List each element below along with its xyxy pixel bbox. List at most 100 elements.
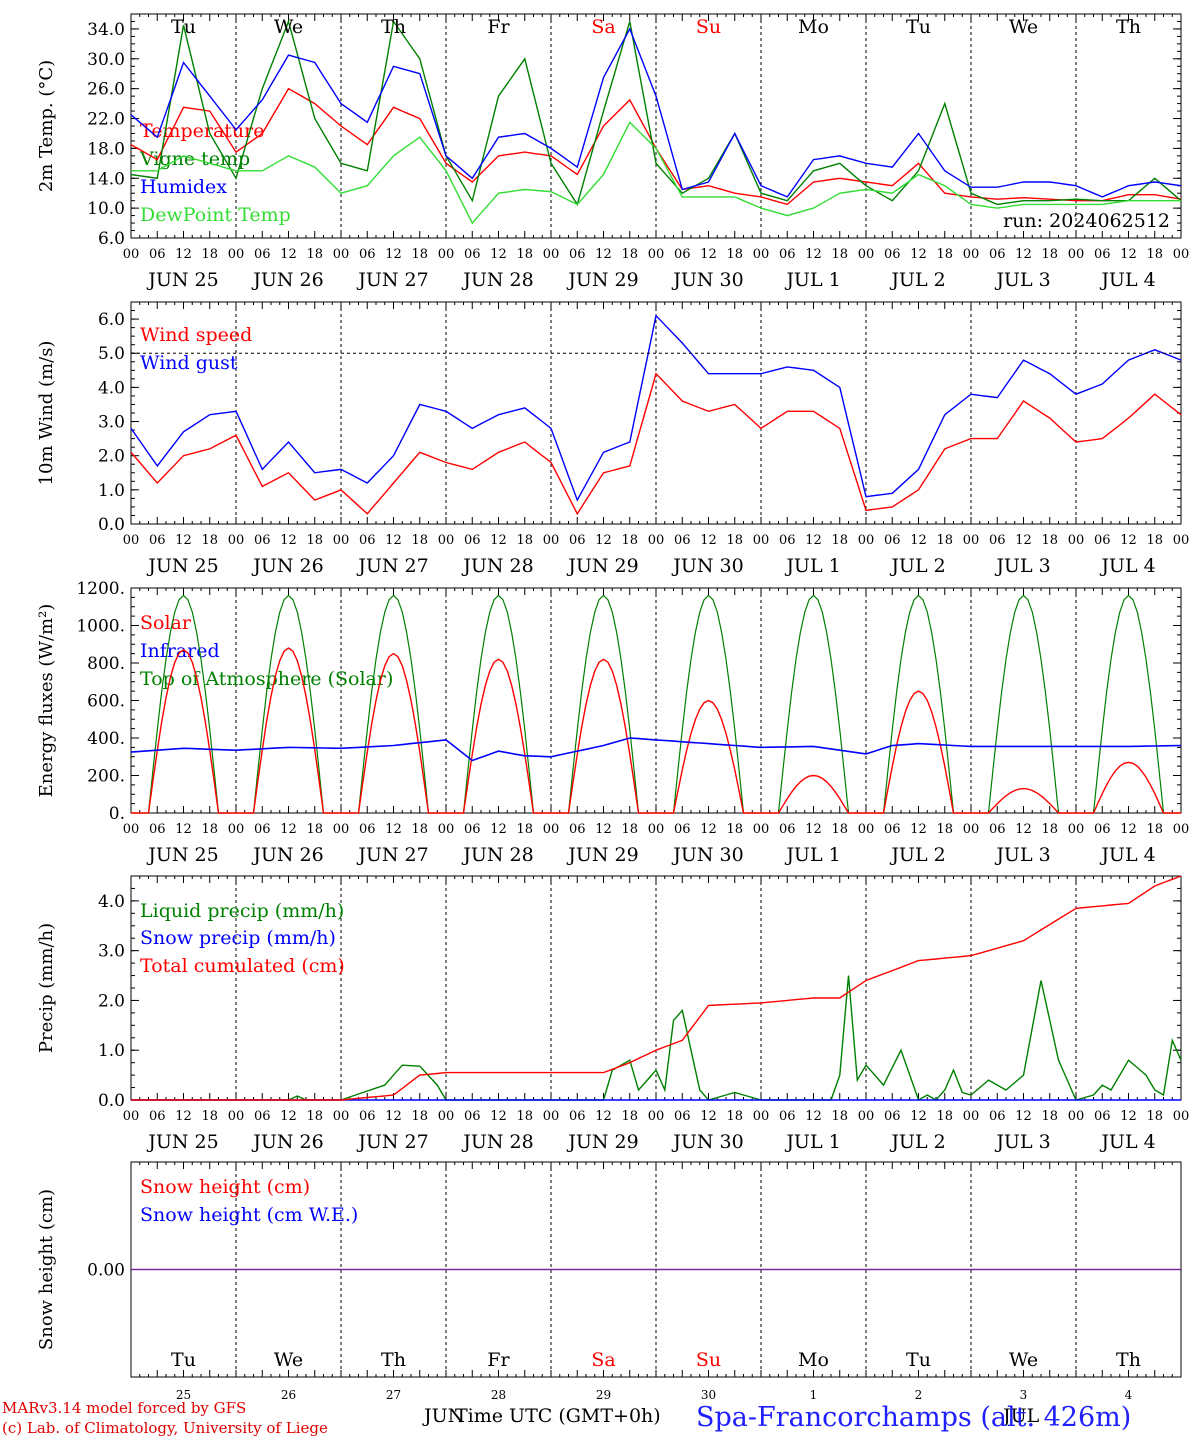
hour-tick-label: 12 bbox=[490, 247, 507, 262]
hour-tick-label: 12 bbox=[1120, 533, 1137, 548]
hour-tick-label: 12 bbox=[280, 247, 297, 262]
date-label: JUL 3 bbox=[994, 844, 1050, 866]
hour-tick-label: 18 bbox=[726, 533, 743, 548]
hour-tick-label: 00 bbox=[228, 533, 245, 548]
y-tick-label: 1.0 bbox=[98, 1041, 125, 1061]
hour-tick-label: 00 bbox=[753, 1109, 770, 1124]
hour-tick-label: 00 bbox=[543, 247, 560, 262]
hour-tick-label: 00 bbox=[858, 822, 875, 837]
date-label: JUN 28 bbox=[461, 844, 533, 866]
hour-tick-label: 00 bbox=[963, 247, 980, 262]
day-number: 29 bbox=[596, 1388, 611, 1402]
legend-wind-0: Wind speed bbox=[140, 324, 252, 346]
date-label: JUN 29 bbox=[566, 555, 638, 577]
legend-snow-1: Snow height (cm W.E.) bbox=[140, 1204, 358, 1226]
day-number: 1 bbox=[810, 1388, 818, 1402]
energy-frame bbox=[130, 587, 1182, 814]
hour-tick-label: 00 bbox=[228, 822, 245, 837]
hour-tick-label: 00 bbox=[438, 247, 455, 262]
hour-tick-label: 18 bbox=[306, 247, 323, 262]
date-label: JUN 30 bbox=[671, 269, 743, 291]
y-tick-label: 3.0 bbox=[98, 942, 125, 962]
series-humidex bbox=[130, 27, 1182, 198]
hour-tick-label: 18 bbox=[516, 247, 533, 262]
date-label: JUN 25 bbox=[146, 1131, 218, 1153]
hour-tick-label: 00 bbox=[1173, 247, 1190, 262]
hour-tick-label: 12 bbox=[910, 1109, 927, 1124]
date-label: JUL 1 bbox=[784, 555, 840, 577]
hour-tick-label: 06 bbox=[569, 533, 586, 548]
day-name-bottom: Sa bbox=[591, 1349, 615, 1371]
date-label: JUL 2 bbox=[889, 269, 945, 291]
y-tick-label: 18.0 bbox=[87, 139, 125, 159]
date-label: JUN 26 bbox=[251, 1131, 323, 1153]
run-label: run: 2024062512 bbox=[1003, 210, 1170, 232]
hour-tick-label: 12 bbox=[175, 247, 192, 262]
hour-tick-label: 12 bbox=[490, 1109, 507, 1124]
day-name-top: Th bbox=[1116, 16, 1141, 38]
day-number: 28 bbox=[491, 1388, 506, 1402]
day-name-top: Mo bbox=[798, 16, 829, 38]
hour-tick-label: 06 bbox=[884, 533, 901, 548]
hour-tick-label: 06 bbox=[464, 247, 481, 262]
day-name-top: Fr bbox=[487, 16, 510, 38]
hour-tick-label: 06 bbox=[884, 822, 901, 837]
hour-tick-label: 18 bbox=[411, 822, 428, 837]
series-wind-speed bbox=[130, 372, 1182, 516]
date-label: JUL 4 bbox=[1099, 269, 1155, 291]
hour-tick-label: 18 bbox=[1146, 1109, 1163, 1124]
month-label-jun: JUN bbox=[424, 1405, 465, 1427]
day-number: 2 bbox=[915, 1388, 923, 1402]
hour-tick-label: 06 bbox=[779, 533, 796, 548]
hour-tick-label: 18 bbox=[831, 1109, 848, 1124]
hour-tick-label: 00 bbox=[648, 1109, 665, 1124]
hour-tick-label: 06 bbox=[1094, 1109, 1111, 1124]
date-label: JUL 2 bbox=[889, 844, 945, 866]
hour-tick-label: 18 bbox=[411, 1109, 428, 1124]
hour-tick-label: 00 bbox=[648, 533, 665, 548]
legend-temperature-0: Temperature bbox=[140, 120, 264, 142]
hour-tick-label: 06 bbox=[149, 247, 166, 262]
date-label: JUL 3 bbox=[994, 1131, 1050, 1153]
hour-tick-label: 00 bbox=[123, 533, 140, 548]
hour-tick-label: 18 bbox=[201, 533, 218, 548]
date-label: JUN 26 bbox=[251, 844, 323, 866]
y-tick-label: 0.0 bbox=[98, 515, 125, 535]
hour-tick-label: 06 bbox=[989, 822, 1006, 837]
hour-tick-label: 06 bbox=[464, 1109, 481, 1124]
hour-tick-label: 00 bbox=[963, 1109, 980, 1124]
legend-energy-1: Infrared bbox=[140, 640, 220, 662]
hour-tick-label: 12 bbox=[280, 1109, 297, 1124]
hour-tick-label: 18 bbox=[831, 533, 848, 548]
hour-tick-label: 18 bbox=[726, 247, 743, 262]
hour-tick-label: 12 bbox=[595, 247, 612, 262]
y-tick-label: 3.0 bbox=[98, 413, 125, 433]
hour-tick-label: 06 bbox=[359, 1109, 376, 1124]
series-solar bbox=[131, 647, 1181, 814]
legend-energy-2: Top of Atmosphere (Solar) bbox=[140, 668, 393, 690]
y-tick-label: 5.0 bbox=[98, 344, 125, 364]
hour-tick-label: 12 bbox=[385, 247, 402, 262]
day-name-bottom: Fr bbox=[487, 1349, 510, 1371]
hour-tick-label: 18 bbox=[621, 247, 638, 262]
hour-tick-label: 00 bbox=[858, 533, 875, 548]
hour-tick-label: 18 bbox=[306, 822, 323, 837]
hour-tick-label: 00 bbox=[438, 533, 455, 548]
y-tick-label: 400. bbox=[87, 729, 125, 749]
date-label: JUN 29 bbox=[566, 844, 638, 866]
hour-tick-label: 00 bbox=[228, 1109, 245, 1124]
month-label-jul: JUL bbox=[1003, 1405, 1040, 1427]
hour-tick-label: 12 bbox=[1015, 1109, 1032, 1124]
hour-tick-label: 00 bbox=[543, 1109, 560, 1124]
day-number: 3 bbox=[1020, 1388, 1028, 1402]
hour-tick-label: 12 bbox=[385, 1109, 402, 1124]
hour-tick-label: 06 bbox=[569, 822, 586, 837]
series-wind-gust bbox=[130, 314, 1182, 502]
hour-tick-label: 12 bbox=[700, 533, 717, 548]
lab-credit: (c) Lab. of Climatology, University of L… bbox=[2, 1419, 328, 1437]
station-title: Spa-Francorchamps (alt. 426m) bbox=[696, 1402, 1132, 1433]
hour-tick-label: 06 bbox=[779, 247, 796, 262]
hour-tick-label: 12 bbox=[1015, 533, 1032, 548]
hour-tick-label: 12 bbox=[175, 533, 192, 548]
date-label: JUL 1 bbox=[784, 269, 840, 291]
